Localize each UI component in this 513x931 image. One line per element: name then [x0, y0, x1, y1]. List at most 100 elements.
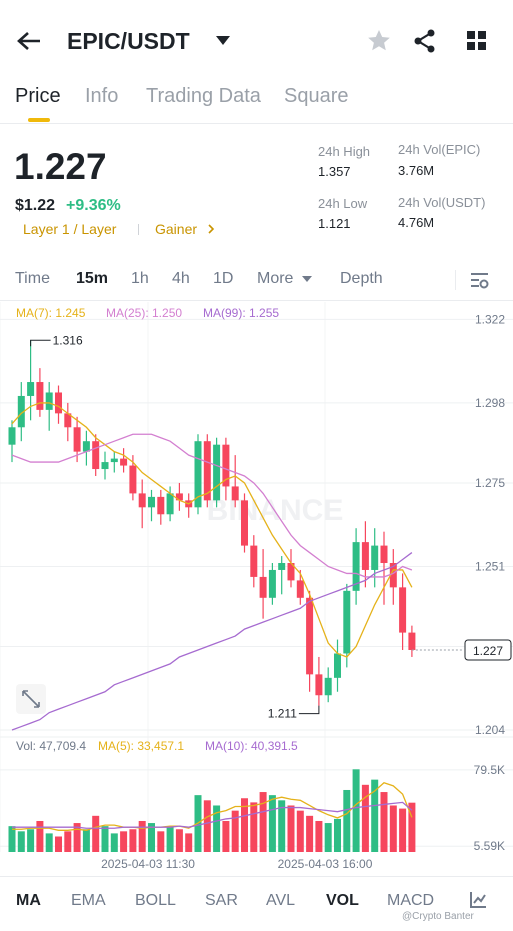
volume-bar	[399, 808, 407, 852]
indicator-settings[interactable]	[469, 891, 487, 909]
ma-line	[11, 433, 413, 578]
candle-body	[148, 496, 155, 508]
stat-label: 24h Vol(USDT)	[398, 195, 486, 210]
tag-divider	[138, 224, 139, 235]
candle-body	[315, 674, 323, 696]
candle-body	[250, 545, 258, 577]
candle-body	[324, 677, 332, 696]
x-tick-label: 2025-04-03 11:30	[101, 857, 195, 870]
chart-settings[interactable]	[470, 271, 490, 289]
indicator[interactable]: BOLL	[135, 892, 176, 909]
candle-body	[343, 590, 351, 654]
candle-body	[259, 576, 267, 598]
kline-chart: 2025-04-03 11:30 2025-04-03 16:00BINANCE1…	[0, 302, 513, 870]
legend-entry: MA(7): 1.245	[16, 306, 86, 320]
pair-title[interactable]: EPIC/USDT	[67, 28, 190, 54]
candle-body	[278, 563, 286, 570]
candle-body	[92, 441, 100, 470]
volume-bar	[27, 829, 35, 852]
volume-bar	[148, 823, 155, 852]
tab[interactable]: Trading Data	[146, 85, 261, 107]
indicator[interactable]: MACD	[387, 892, 435, 909]
candle-body	[129, 465, 137, 494]
candle-body	[27, 382, 35, 396]
layout-button[interactable]	[467, 31, 487, 51]
volume-bar	[120, 831, 128, 852]
indicator[interactable]: EMA	[71, 892, 106, 909]
interval[interactable]: 1D	[213, 270, 234, 287]
indicator[interactable]: VOL	[326, 892, 359, 909]
tab[interactable]: Info	[85, 85, 119, 107]
legend-entry: MA(99): 1.255	[203, 306, 279, 320]
tab[interactable]: Square	[284, 85, 349, 107]
tag-arrow	[208, 224, 215, 234]
y-tick-label: 1.275	[475, 476, 505, 490]
tab[interactable]: Price	[15, 85, 61, 107]
volume-bar	[380, 792, 388, 852]
stat-value: 3.76M	[398, 163, 435, 178]
candle-body	[380, 545, 388, 563]
interval[interactable]: 1h	[131, 270, 149, 287]
indicator[interactable]: SAR	[205, 892, 238, 909]
tag[interactable]: Gainer	[155, 221, 198, 237]
candle-body	[203, 441, 211, 501]
candle-body	[287, 563, 295, 581]
candle-body	[194, 441, 202, 508]
candle-body	[306, 597, 314, 675]
interval[interactable]: Depth	[340, 270, 383, 287]
last-price: 1.227	[14, 146, 107, 187]
divider	[0, 123, 513, 124]
volume-bar	[287, 805, 295, 852]
volume-bar	[73, 823, 81, 852]
volume-bar	[371, 779, 379, 852]
interval[interactable]: More	[257, 270, 294, 287]
ma-line	[12, 801, 413, 829]
candle-body	[241, 500, 248, 546]
back-button[interactable]	[16, 30, 42, 52]
stat-label: 24h Low	[318, 196, 368, 211]
volume-bar	[36, 820, 44, 852]
candle-body	[120, 458, 128, 466]
volume-bar	[92, 815, 100, 852]
interval[interactable]: Time	[15, 270, 50, 287]
candle-body	[166, 493, 174, 515]
y-tick-label: 1.251	[475, 559, 505, 573]
divider	[0, 300, 513, 301]
x-tick-label: 2025-04-03 16:00	[278, 857, 373, 870]
candle-body	[157, 496, 165, 515]
indicator[interactable]: AVL	[266, 892, 296, 909]
volume-bar	[55, 836, 62, 852]
stat-label: 24h High	[318, 144, 371, 159]
candle-body	[73, 427, 81, 452]
pair-dropdown[interactable]	[216, 36, 230, 46]
min-label: 1.211	[268, 707, 297, 721]
share-button[interactable]	[413, 29, 437, 53]
tab-underline	[28, 118, 50, 122]
indicator[interactable]: MA	[16, 892, 41, 909]
stat-value: 4.76M	[398, 215, 435, 230]
ma-line	[11, 402, 413, 658]
candle-body	[389, 563, 397, 588]
divider	[455, 270, 456, 290]
volume-legend: Vol: 47,709.4	[16, 739, 86, 753]
tag[interactable]: Layer 1 / Layer	[23, 221, 117, 237]
interval[interactable]: 4h	[172, 270, 190, 287]
candle-body	[36, 382, 44, 410]
volume-bar	[334, 818, 341, 852]
interval[interactable]: 15m	[76, 270, 109, 287]
candle-body	[64, 413, 72, 428]
divider	[0, 876, 513, 877]
watermark: @Crypto Banter	[402, 911, 474, 922]
volume-bar	[8, 826, 16, 852]
y-tick-label: 1.298	[475, 396, 505, 410]
volume-bar	[203, 800, 211, 852]
candle-body	[55, 392, 62, 414]
ma-line	[11, 552, 413, 731]
volume-bar	[306, 815, 314, 852]
volume-bar	[157, 831, 165, 852]
volume-bar	[45, 833, 53, 852]
volume-bar	[175, 829, 183, 852]
favorite-star[interactable]	[367, 29, 391, 53]
candle-body	[101, 462, 109, 470]
